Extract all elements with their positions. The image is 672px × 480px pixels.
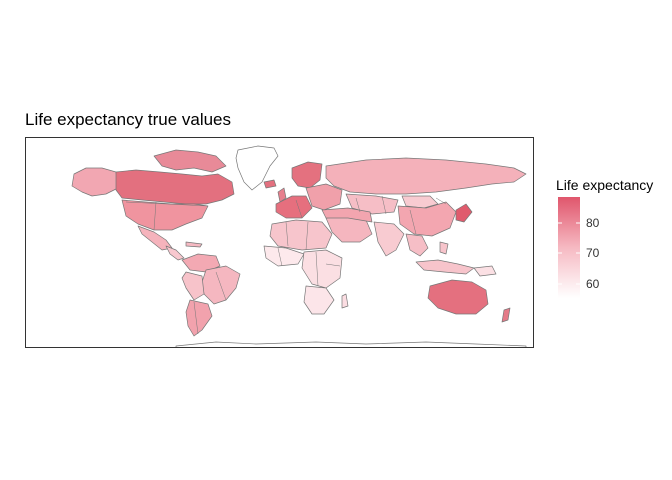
- map-title: Life expectancy true values: [25, 110, 232, 129]
- region-brazil: [201, 265, 241, 305]
- region-india: [373, 221, 405, 257]
- region-canada-islands: [153, 149, 227, 173]
- region-china: [397, 201, 457, 237]
- world-map: [71, 145, 527, 347]
- region-alaska: [71, 167, 119, 197]
- region-australia: [427, 279, 489, 315]
- region-mexico: [137, 225, 173, 251]
- region-iceland: [263, 179, 277, 189]
- region-western-europe: [275, 195, 313, 219]
- region-uk: [277, 187, 287, 203]
- region-scandinavia: [291, 161, 323, 189]
- region-central-africa: [301, 249, 343, 289]
- region-new-zealand: [501, 307, 511, 323]
- region-usa: [121, 199, 209, 231]
- region-philippines: [439, 241, 449, 255]
- legend-title: Life expectancy: [556, 177, 654, 193]
- region-west-africa: [263, 245, 305, 267]
- region-argentina-chile: [185, 299, 213, 337]
- region-caribbean: [185, 241, 203, 248]
- region-southeast-asia: [405, 233, 429, 257]
- region-madagascar: [341, 293, 349, 309]
- region-antarctica: [175, 341, 527, 347]
- region-canada: [115, 169, 235, 205]
- legend-tick-label: 60: [586, 277, 600, 291]
- region-eastern-europe: [305, 183, 343, 211]
- region-mongolia: [401, 195, 439, 209]
- legend-colorbar: [558, 197, 580, 298]
- region-colombia-venezuela: [181, 253, 221, 273]
- region-peru-bolivia: [181, 271, 205, 301]
- region-greenland: [235, 145, 279, 191]
- legend-tick-label: 80: [586, 216, 600, 230]
- region-central-america: [165, 245, 185, 261]
- region-turkey-iran: [321, 207, 373, 223]
- region-indonesia: [415, 259, 475, 275]
- region-north-africa: [269, 219, 333, 251]
- world-map-panel: [25, 137, 534, 348]
- region-russia: [325, 157, 527, 195]
- region-japan-korea: [455, 203, 473, 223]
- region-southern-africa: [303, 285, 335, 315]
- legend-tick-label: 70: [586, 246, 600, 260]
- region-png: [473, 265, 497, 277]
